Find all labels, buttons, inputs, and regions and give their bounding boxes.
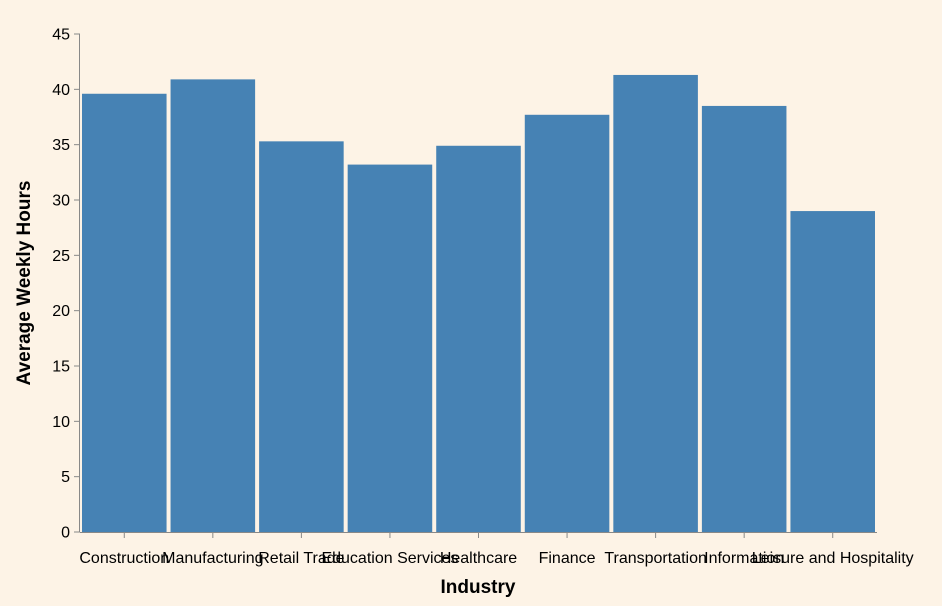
bar-construction <box>82 93 167 532</box>
y-tick-label: 35 <box>52 137 70 154</box>
y-tick-label: 40 <box>52 82 70 99</box>
y-tick-label: 10 <box>52 414 70 431</box>
x-tick-label: Manufacturing <box>162 550 263 567</box>
y-tick-label: 30 <box>52 193 70 210</box>
x-axis-title: Industry <box>441 577 516 598</box>
y-tick-label: 0 <box>61 525 70 542</box>
bar-leisure-and-hospitality <box>790 211 875 533</box>
y-tick-label: 25 <box>52 248 70 265</box>
bar-finance <box>524 114 610 532</box>
y-tick-label: 5 <box>61 469 70 486</box>
x-tick-label: Information <box>704 550 784 567</box>
bar-healthcare <box>436 145 521 533</box>
x-tick-label: Retail Trade <box>258 550 344 567</box>
x-tick-label: Construction <box>79 550 169 567</box>
y-tick-label: 15 <box>52 359 70 376</box>
bar-education-services <box>347 164 433 532</box>
bar-transportation <box>613 74 698 533</box>
y-tick-label: 45 <box>52 27 70 44</box>
bar-manufacturing <box>170 79 256 532</box>
x-tick-label: Transportation <box>604 550 707 567</box>
bars-group <box>82 74 875 533</box>
bar-retail-trade <box>259 141 344 532</box>
y-axis-title: Average Weekly Hours <box>14 181 35 386</box>
y-axis: 0 5 10 15 20 25 30 35 40 45 <box>52 27 80 542</box>
x-tick-label: Leisure and Hospitality <box>752 550 914 567</box>
x-tick-label: Finance <box>539 550 596 567</box>
bar-information <box>701 105 787 532</box>
x-tick-label: Education Services <box>321 550 458 567</box>
y-tick-label: 20 <box>52 303 70 320</box>
x-tick-label: Healthcare <box>440 550 517 567</box>
